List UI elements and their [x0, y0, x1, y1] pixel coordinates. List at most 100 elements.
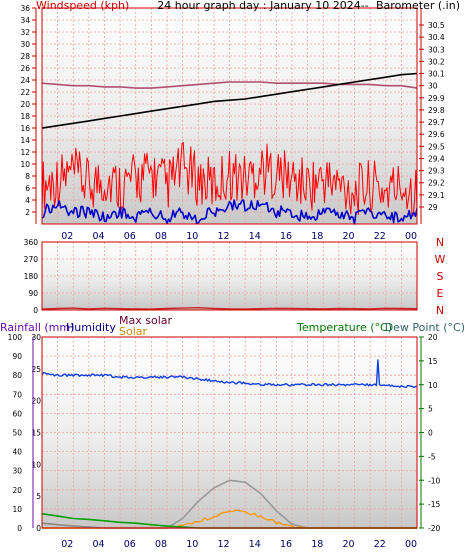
humidity-y-tick-label: 20 [12, 486, 22, 495]
max-solar-legend-label: Max solar [119, 314, 172, 327]
wind-y-tick-label: 16 [20, 124, 30, 133]
barometer-y-tick-label: 29.2 [428, 179, 445, 188]
pressure-trend-series [41, 81, 418, 89]
wind-x-tick-label: 00 [405, 231, 417, 242]
wind-y-tick-label: 36 [20, 4, 30, 13]
direction-y-tick-label: 180 [24, 272, 39, 281]
rainfall-axis-title: Rainfall (mm) [0, 321, 74, 334]
wind-x-tick-label: 06 [124, 231, 136, 242]
temperature-y-tick-label: -15 [428, 500, 440, 509]
wind-y-tick-label: 34 [20, 16, 30, 25]
barometer-axis-title: Barometer (.in) [376, 0, 460, 12]
wind-x-tick-label: 02 [61, 231, 73, 242]
wind-x-tick-label: 16 [280, 231, 292, 242]
chart-title: 24 hour graph day : January 10 2024-- [157, 0, 368, 12]
humidity-y-tick-label: 10 [12, 505, 22, 514]
temp-x-tick-label: 10 [186, 539, 198, 550]
humidity-y-tick-label: 50 [12, 429, 22, 438]
direction-y-tick-label: 90 [28, 289, 38, 298]
temperature-y-tick-label: -10 [428, 476, 440, 485]
rainfall-y-tick-label: 5 [36, 492, 41, 501]
barometer-y-tick-label: 30.1 [428, 70, 445, 79]
humidity-y-tick-label: 60 [12, 409, 22, 418]
wind-x-tick-label: 10 [186, 231, 198, 242]
wind-y-tick-label: 12 [20, 148, 30, 157]
temperature-y-tick-label: 20 [428, 333, 438, 342]
compass-label-n: N [436, 236, 444, 249]
wind-y-tick-label: 8 [25, 172, 30, 181]
wind-y-tick-label: 10 [20, 160, 30, 169]
barometer-y-tick-label: 29.3 [428, 167, 445, 176]
rainfall-y-tick-label: 30 [31, 333, 41, 342]
humidity-y-tick-label: 40 [12, 448, 22, 457]
humidity-y-tick-label: 30 [12, 467, 22, 476]
wind-y-tick-label: 32 [20, 28, 30, 37]
direction-y-tick-label: 270 [24, 255, 39, 264]
barometer-y-tick-label: 30.2 [428, 57, 445, 66]
wind-y-tick-label: 14 [20, 136, 30, 145]
wind-y-tick-label: 2 [25, 208, 30, 217]
temp-x-tick-label: 00 [405, 539, 417, 550]
temperature-y-tick-label: 10 [428, 381, 438, 390]
wind-x-tick-label: 12 [217, 231, 229, 242]
temperature-axis-title: Temperature (°C) [296, 321, 392, 334]
wind-x-tick-label: 18 [311, 231, 323, 242]
temperature-y-tick-label: -5 [428, 452, 436, 461]
barometer-y-tick-label: 29.8 [428, 106, 445, 115]
direction-y-tick-label: 0 [33, 306, 38, 315]
temp-x-tick-label: 22 [374, 539, 386, 550]
temp-x-tick-label: 20 [342, 539, 354, 550]
wind-y-tick-label: 26 [20, 64, 30, 73]
rainfall-y-tick-label: 10 [31, 460, 41, 469]
humidity-series [41, 359, 418, 389]
barometer-y-tick-label: 30 [428, 82, 438, 91]
barometer-y-tick-label: 29.6 [428, 130, 445, 139]
barometer-y-tick-label: 30.4 [428, 33, 445, 42]
temperature-y-tick-label: -20 [428, 524, 440, 533]
temp-x-tick-label: 12 [217, 539, 229, 550]
temp-x-tick-label: 02 [61, 539, 73, 550]
barometer-y-tick-label: 30.5 [428, 21, 445, 30]
wind-y-tick-label: 22 [20, 88, 30, 97]
wind-direction-series [41, 307, 418, 310]
temp-panel-border [41, 336, 418, 529]
barometer-y-tick-label: 29.9 [428, 94, 445, 103]
temp-x-tick-label: 16 [280, 539, 292, 550]
wind-y-tick-label: 6 [25, 184, 30, 193]
barometer-y-tick-label: 29.4 [428, 154, 445, 163]
temp-x-tick-label: 14 [249, 539, 261, 550]
barometer-y-tick-label: 29.5 [428, 142, 445, 151]
barometer-y-tick-label: 29.1 [428, 191, 445, 200]
humidity-axis-title: Humidity [66, 321, 116, 334]
solar-legend-label: Solar [119, 325, 148, 338]
humidity-y-tick-label: 70 [12, 390, 22, 399]
humidity-y-tick-label: 90 [12, 352, 22, 361]
wind-x-tick-label: 20 [342, 231, 354, 242]
wind-panel-border [41, 7, 418, 225]
wind-y-tick-label: 4 [25, 196, 30, 205]
temp-x-tick-label: 04 [92, 539, 104, 550]
wind-x-tick-label: 08 [155, 231, 167, 242]
wind-x-tick-label: 22 [374, 231, 386, 242]
direction-panel-border [41, 241, 418, 311]
barometer-y-tick-label: 30.3 [428, 45, 445, 54]
rainfall-y-tick-label: 25 [31, 365, 41, 374]
temp-x-tick-label: 08 [155, 539, 167, 550]
wind-x-tick-label: 14 [249, 231, 261, 242]
temp-x-tick-label: 18 [311, 539, 323, 550]
wind-y-tick-label: 18 [20, 112, 30, 121]
wind-x-tick-label: 04 [92, 231, 104, 242]
temperature-y-tick-label: 15 [428, 357, 438, 366]
wind-gust-series [41, 142, 418, 217]
rainfall-y-tick-label: 15 [31, 429, 41, 438]
wind-y-tick-label: 28 [20, 52, 30, 61]
wind-y-tick-label: 20 [20, 100, 30, 109]
wind-y-tick-label: 24 [20, 76, 30, 85]
wind-y-tick-label: 30 [20, 40, 30, 49]
rainfall-y-tick-label: 20 [31, 397, 41, 406]
humidity-y-tick-label: 0 [17, 524, 22, 533]
humidity-y-tick-label: 80 [12, 371, 22, 380]
humidity-y-tick-label: 100 [8, 333, 23, 342]
